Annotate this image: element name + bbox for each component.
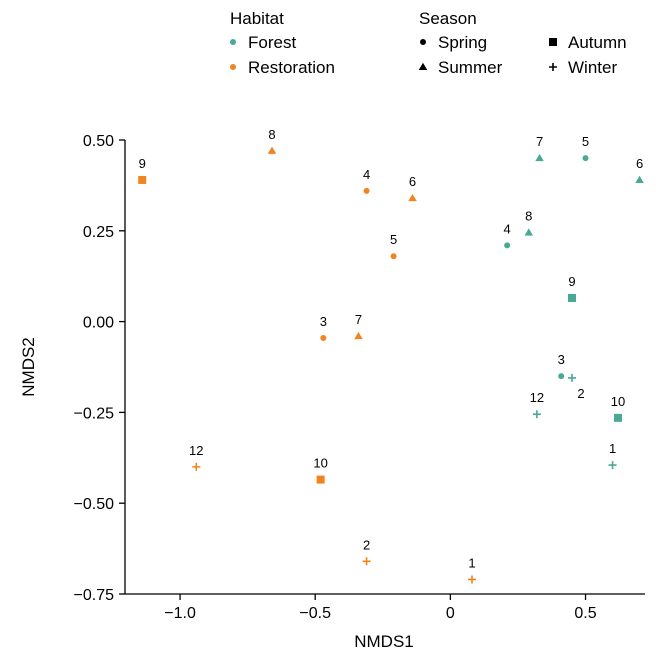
- legend-season-label-summer: Summer: [438, 58, 503, 77]
- x-ticks: −1.0 −0.5 0 0.5: [164, 594, 597, 622]
- point-restoration-autumn-9: [138, 175, 147, 184]
- x-tick-label: 0.5: [574, 605, 596, 622]
- point-label-forest-summer-8: 8: [525, 209, 532, 224]
- point-restoration-autumn-10: [316, 475, 325, 484]
- x-tick-label: −0.5: [299, 605, 331, 622]
- point-forest-winter-2: [568, 373, 577, 382]
- legend-habitat-items: Forest Restoration: [230, 33, 335, 77]
- point-restoration-summer-7: [354, 331, 363, 340]
- legend-season-label-winter: Winter: [568, 58, 617, 77]
- legend-season-marker-summer: [418, 62, 428, 70]
- point-forest-spring-5: [582, 155, 589, 162]
- point-label-forest-winter-12: 12: [530, 390, 544, 405]
- point-forest-spring-3: [558, 373, 565, 380]
- point-label-forest-winter-2: 2: [577, 386, 584, 401]
- y-tick-label: 0.50: [83, 133, 114, 150]
- point-restoration-spring-5: [390, 253, 397, 260]
- point-label-forest-spring-3: 3: [558, 352, 565, 367]
- y-tick-label: −0.50: [74, 496, 115, 513]
- point-label-restoration-summer-6: 6: [409, 174, 416, 189]
- point-forest-summer-7: [535, 153, 544, 162]
- point-label-restoration-winter-12: 12: [189, 443, 203, 458]
- legend-habitat-title: Habitat: [230, 9, 284, 28]
- point-label-forest-summer-6: 6: [636, 156, 643, 171]
- point-label-forest-spring-5: 5: [582, 134, 589, 149]
- legend-season-marker-winter: [549, 63, 557, 71]
- legend-habitat-label-restoration: Restoration: [248, 58, 335, 77]
- legend-season-label-autumn: Autumn: [568, 33, 627, 52]
- legend-season-items: Spring Summer Autumn Winter: [418, 33, 627, 77]
- point-forest-autumn-9: [568, 293, 577, 302]
- point-label-restoration-spring-3: 3: [320, 314, 327, 329]
- point-label-forest-spring-4: 4: [504, 221, 511, 236]
- point-label-forest-autumn-9: 9: [568, 274, 575, 289]
- legend-season-marker-spring: [420, 39, 426, 45]
- point-restoration-winter-2: [362, 557, 371, 566]
- point-forest-winter-12: [532, 410, 541, 419]
- legend-season-label-spring: Spring: [438, 33, 487, 52]
- point-label-restoration-summer-8: 8: [268, 127, 275, 142]
- point-label-restoration-spring-4: 4: [363, 167, 370, 182]
- x-axis-title: NMDS1: [354, 632, 414, 651]
- y-tick-label: 0.25: [83, 224, 114, 241]
- point-restoration-summer-6: [408, 193, 417, 202]
- point-forest-winter-1: [608, 461, 617, 470]
- x-tick-label: 0: [446, 605, 455, 622]
- point-forest-summer-8: [524, 228, 534, 236]
- axes: 0.500.250.00−0.25−0.50−0.75 −1.0 −0.5 0 0.5…: [19, 133, 645, 651]
- x-tick-label: −1.0: [164, 605, 196, 622]
- point-label-restoration-spring-5: 5: [390, 232, 397, 247]
- legend-habitat-label-forest: Forest: [248, 33, 296, 52]
- point-restoration-winter-12: [192, 462, 201, 471]
- y-axis-title: NMDS2: [19, 337, 38, 397]
- point-forest-spring-4: [504, 242, 511, 249]
- y-tick-label: −0.25: [74, 405, 115, 422]
- point-label-forest-winter-1: 1: [609, 441, 616, 456]
- y-tick-label: −0.75: [74, 587, 115, 604]
- point-restoration-summer-8: [267, 146, 277, 154]
- point-label-restoration-winter-2: 2: [363, 537, 370, 552]
- point-restoration-spring-3: [320, 334, 327, 341]
- point-restoration-spring-4: [363, 187, 370, 194]
- legend-season-marker-autumn: [549, 38, 557, 46]
- point-forest-summer-6: [635, 175, 644, 183]
- y-tick-label: 0.00: [83, 315, 114, 332]
- legend-habitat-marker-restoration: [230, 64, 236, 70]
- point-label-restoration-autumn-10: 10: [313, 456, 327, 471]
- legend-habitat-marker-forest: [230, 39, 236, 45]
- point-restoration-winter-1: [468, 575, 476, 584]
- point-label-forest-autumn-10: 10: [611, 394, 625, 409]
- y-ticks: 0.50 0.25 0.00 −0.25 −0.50 −0.75: [74, 133, 125, 604]
- point-label-forest-summer-7: 7: [536, 134, 543, 149]
- point-label-restoration-autumn-9: 9: [139, 156, 146, 171]
- point-label-restoration-winter-1: 1: [468, 555, 475, 570]
- point-label-restoration-summer-7: 7: [355, 312, 362, 327]
- legend-season-title: Season: [419, 9, 477, 28]
- point-forest-autumn-10: [613, 413, 622, 422]
